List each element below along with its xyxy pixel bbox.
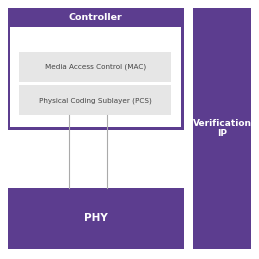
Text: Controller: Controller — [69, 13, 123, 22]
Text: Verification
IP: Verification IP — [193, 119, 251, 138]
Text: PHY: PHY — [84, 213, 108, 223]
Bar — [193, 8, 251, 249]
Bar — [19, 85, 171, 115]
Text: Physical Coding Sublayer (PCS): Physical Coding Sublayer (PCS) — [39, 97, 152, 104]
Bar — [8, 8, 184, 130]
Bar — [10, 27, 181, 127]
Bar — [19, 52, 171, 82]
Bar — [8, 188, 184, 249]
Text: Media Access Control (MAC): Media Access Control (MAC) — [45, 63, 146, 70]
